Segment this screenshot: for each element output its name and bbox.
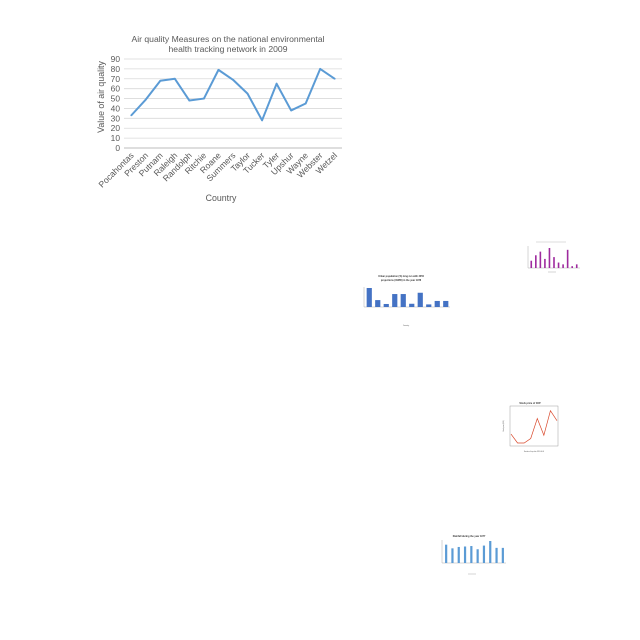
data-point [144, 98, 147, 101]
mini-rain-bars [445, 541, 504, 563]
mini-bar [530, 260, 533, 268]
mini-stock-frame [509, 405, 559, 447]
y-tick-label: 90 [111, 54, 121, 64]
mini-bar [392, 294, 398, 307]
mini-bar [539, 251, 542, 268]
data-point [159, 79, 162, 82]
main-chart: Air quality Measures on the national env… [96, 34, 342, 203]
data-point [232, 78, 234, 81]
mini-bar [489, 541, 492, 563]
mini-bar [443, 300, 449, 307]
data-point [319, 67, 322, 70]
y-tick-label: 40 [111, 103, 121, 113]
mini-bar [375, 300, 381, 307]
mini-bar [548, 248, 551, 268]
data-point [130, 114, 133, 117]
data-point [203, 97, 205, 100]
mini-bar [366, 288, 372, 307]
mini-urban-title-line-1: Urban population (%) long run with 2050 [378, 275, 424, 278]
mini-bar [495, 547, 498, 563]
mini-bar [400, 294, 406, 307]
y-tick-label: 50 [111, 94, 121, 104]
series-points [130, 67, 336, 122]
data-point [275, 82, 278, 85]
mini-bar [463, 546, 467, 563]
mini-bar [445, 544, 448, 563]
mini-bar [535, 255, 537, 268]
y-tick-label: 20 [111, 123, 121, 133]
mini-stock-y-label: Stock price (USD) [502, 420, 505, 432]
mini-bar [476, 549, 479, 563]
gridlines [124, 58, 342, 139]
series-line [130, 67, 336, 122]
mini-bar [482, 545, 486, 563]
mini-bar [417, 292, 423, 307]
data-point [188, 99, 191, 102]
mini-bar [451, 548, 454, 563]
mini-rain-title: Rainfall during the year 1977 [453, 535, 486, 538]
mini-chart-rainfall: Rainfall during the year 1977 [441, 535, 506, 575]
x-axis-categories: PocahontasPrestonPutnamRaleighRandolphRi… [97, 150, 340, 189]
y-tick-label: 10 [111, 133, 121, 143]
y-tick-label: 60 [111, 84, 121, 94]
mini-bar [434, 300, 440, 307]
mini-bar [566, 249, 569, 268]
x-axis-label: Country [206, 193, 237, 203]
data-point [217, 68, 220, 71]
mini-chart-purple [527, 241, 580, 273]
y-tick-label: 80 [111, 64, 121, 74]
mini-urban-title-line-2: projections (OWID) in the year 1978 [381, 279, 422, 282]
y-tick-label: 30 [111, 113, 121, 123]
data-point [304, 102, 307, 105]
data-point [333, 77, 336, 80]
mini-bar [409, 303, 415, 307]
chart-title-line-1: Air quality Measures on the national env… [132, 34, 325, 44]
mini-bar [457, 546, 460, 563]
mini-bar [557, 262, 560, 268]
mini-bar [562, 264, 564, 268]
mini-bar [470, 546, 473, 563]
mini-stock-x-label: Number of trips after 2015-04-09 [524, 450, 544, 453]
mini-bar [571, 266, 573, 268]
y-axis-label: Value of air quality [96, 61, 106, 133]
mini-purple-bars [530, 248, 578, 268]
mini-bar [553, 257, 555, 268]
mini-bar [575, 264, 578, 268]
mini-chart-urban: Urban population (%) long run with 2050 … [363, 275, 450, 327]
mini-bar [426, 304, 432, 307]
mini-stock-title: Stock price of XXP [519, 402, 541, 405]
data-point [290, 109, 293, 112]
data-point [246, 92, 249, 95]
mini-bar [544, 258, 546, 268]
mini-bar [383, 303, 389, 307]
chart-title-line-2: health tracking network in 2009 [169, 44, 288, 54]
y-tick-label: 0 [115, 143, 120, 153]
mini-urban-x-label: Country [403, 324, 409, 327]
data-point [173, 77, 176, 80]
mini-urban-bars [366, 288, 449, 307]
y-tick-label: 70 [111, 74, 121, 84]
mini-bar [501, 547, 504, 563]
data-point [261, 119, 263, 122]
mini-chart-stock: Stock price of XXP Number of trips after… [502, 402, 559, 453]
mini-stock-line [510, 409, 558, 444]
